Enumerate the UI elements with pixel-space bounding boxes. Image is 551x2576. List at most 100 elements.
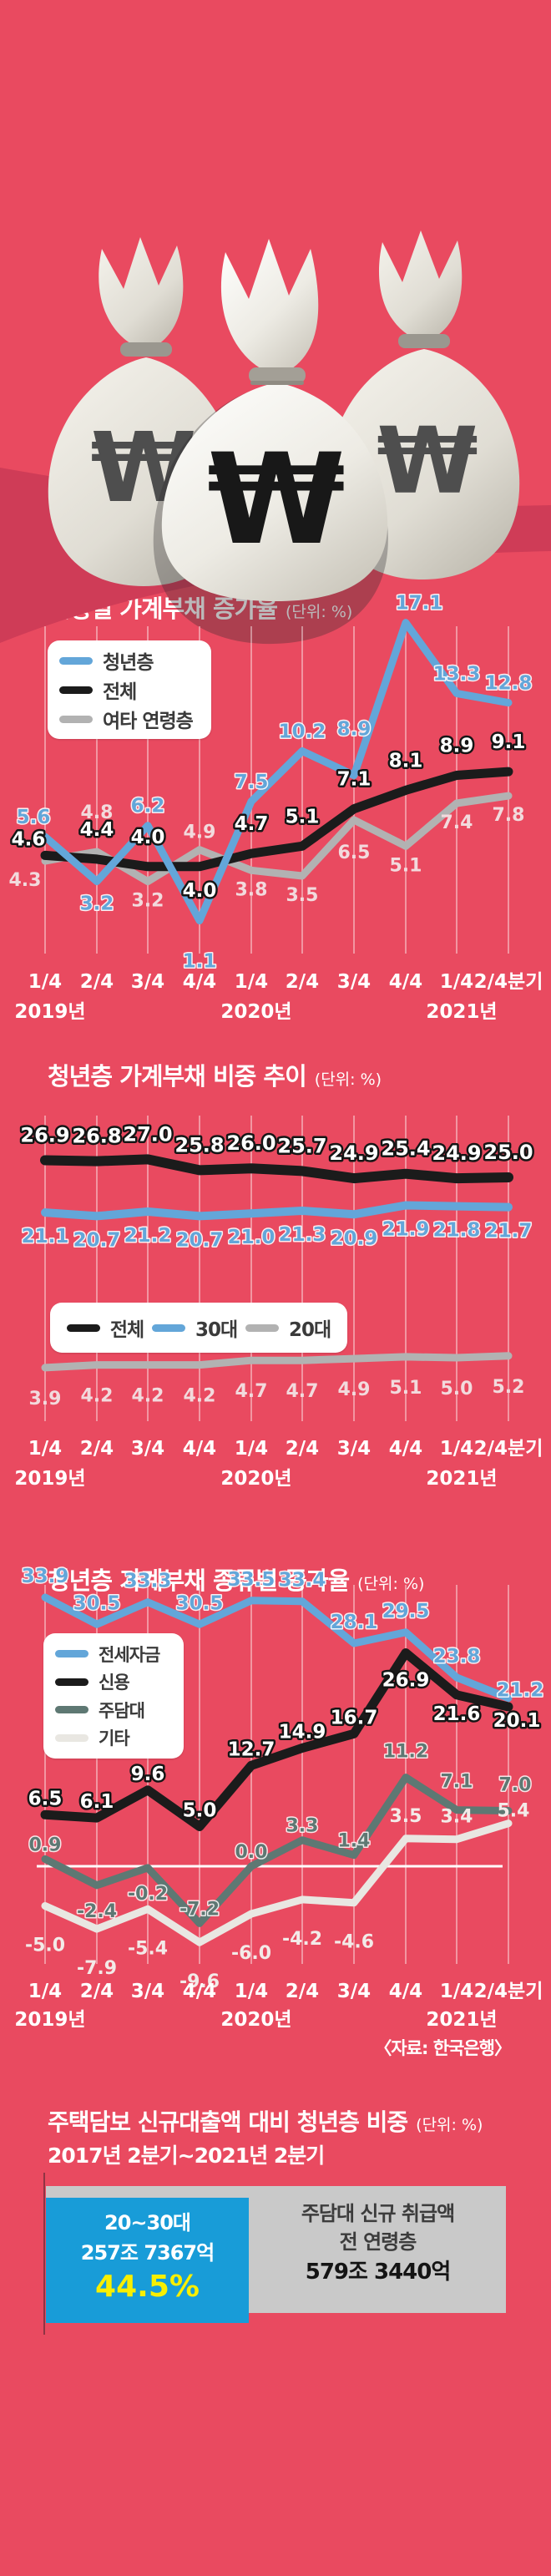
data-label: 12.7: [228, 1738, 276, 1760]
data-label: 4.7: [286, 1381, 319, 1402]
data-label: 5.1: [390, 855, 422, 876]
series-dash-icon: [55, 1678, 88, 1686]
x-tick-label: 4/4: [183, 971, 216, 993]
data-label: 24.9: [432, 1141, 481, 1165]
series-line-3: [41, 1352, 513, 1372]
data-label: 4.6: [12, 828, 46, 850]
data-label: 21.7: [485, 1221, 533, 1242]
x-tick-label: 3/4: [337, 1981, 371, 2002]
data-label: 5.4: [498, 1801, 530, 1822]
data-label: 28.1: [331, 1612, 378, 1633]
chart2-legend: 전체 30대 20대: [50, 1303, 347, 1353]
x-tick-label: 2/4: [80, 1981, 114, 2002]
year-label: 2020년: [220, 1468, 291, 1490]
series-dash-icon: [245, 1323, 279, 1332]
legend-item: 전체: [66, 1313, 144, 1342]
data-label: 6.5: [338, 843, 371, 863]
legend-item: 20대: [245, 1313, 331, 1342]
chart2-title: 청년층 가계부채 비중 추이 (단위: %): [48, 1057, 382, 1092]
data-label: 24.9: [329, 1141, 378, 1165]
series-dash-icon: [151, 1323, 185, 1332]
data-label: 20.7: [176, 1229, 224, 1251]
data-label: 3.8: [235, 879, 268, 900]
x-tick-label: 4/4: [389, 1981, 422, 2002]
bar-section-unit-label: (단위: %): [416, 2116, 483, 2134]
money-bags-illustration: ₩ ₩ ₩: [0, 230, 551, 645]
x-tick-label: 3/4: [337, 1438, 371, 1460]
series-line-3: [41, 1774, 513, 1927]
series-dash-icon: [59, 686, 93, 694]
chart2-unit-label: (단위: %): [314, 1070, 382, 1089]
series-line-1: [40, 1154, 513, 1184]
data-label: 7.1: [337, 769, 372, 791]
x-tick-label: 2/4: [80, 1438, 114, 1460]
chart1-unit-label: (단위: %): [286, 603, 352, 621]
data-label: 6.5: [28, 1788, 63, 1809]
year-label: 2021년: [426, 2009, 497, 2031]
year-label: 2021년: [426, 1001, 497, 1023]
data-label: -7.9: [77, 1958, 117, 1979]
data-label: 4.2: [132, 1386, 164, 1407]
total-bar-label-1: 주담대 신규 취급액: [301, 2202, 455, 2225]
bar-section-subtitle: 2017년 2분기~2021년 2분기: [48, 2143, 325, 2168]
x-tick-label: 1/4: [440, 1981, 473, 2002]
data-label: 9.6: [131, 1764, 165, 1785]
x-tick-label: 3/4: [337, 971, 371, 993]
data-label: 12.8: [485, 673, 533, 695]
data-label: -2.4: [77, 1901, 117, 1922]
total-bar-label-2: 전 연령층: [339, 2230, 417, 2254]
bar-section-title: 주택담보 신규대출액 대비 청년층 비중 (단위: %): [48, 2104, 483, 2138]
bar-section-title-text: 주택담보 신규대출액 대비 청년층 비중: [48, 2108, 408, 2136]
x-tick-label: 4/4: [389, 971, 422, 993]
legend-item: 전세자금: [55, 1642, 172, 1667]
data-label: 21.1: [22, 1226, 69, 1248]
data-label: 3.5: [286, 885, 319, 906]
data-label: 4.3: [9, 870, 42, 891]
x-tick-label: 3/4: [131, 1438, 164, 1460]
money-bag-center: ₩: [153, 239, 388, 645]
data-label: 4.9: [338, 1379, 371, 1400]
data-label: 21.6: [433, 1703, 481, 1725]
legend-label: 기타: [99, 1728, 130, 1749]
data-label: 23.8: [433, 1646, 481, 1668]
data-label: 3.9: [29, 1389, 62, 1409]
chart3-legend: 전세자금 신용 주담대 기타: [43, 1633, 184, 1759]
youth-bar-label: 20~30대: [104, 2211, 191, 2234]
data-label: 6.2: [131, 796, 165, 817]
series-dash-icon: [59, 656, 93, 665]
legend-item: 신용: [55, 1669, 172, 1694]
chart3-title-text: 청년층 가계부채 종류별 증가율: [48, 1566, 350, 1595]
data-label: 6.1: [80, 1791, 114, 1813]
x-tick-label: 2/4분기: [474, 1981, 543, 2002]
series-dash-icon: [55, 1733, 88, 1742]
data-label: -4.6: [334, 1932, 374, 1953]
data-label: 26.0: [226, 1131, 276, 1155]
data-label: -9.6: [179, 1971, 220, 1992]
data-label: 21.8: [433, 1220, 481, 1242]
data-label: -6.0: [231, 1943, 271, 1964]
legend-label: 30대: [195, 1319, 238, 1341]
data-label: 25.4: [381, 1137, 430, 1161]
data-label: 13.3: [433, 663, 481, 685]
data-label: 25.0: [483, 1141, 533, 1164]
data-label: 8.9: [337, 719, 372, 741]
x-tick-label: 1/4: [28, 1438, 62, 1460]
data-label: -5.4: [128, 1938, 168, 1959]
series-line-4: [41, 1819, 513, 1946]
chart3-title: 청년층 가계부채 종류별 증가율 (단위: %): [48, 1561, 424, 1597]
year-label: 2020년: [220, 2009, 291, 2031]
data-label: 14.9: [279, 1721, 326, 1743]
data-label: 4.7: [235, 813, 269, 835]
data-label: 4.9: [184, 822, 216, 843]
data-label: 25.7: [277, 1134, 326, 1157]
year-label: 2019년: [14, 2009, 85, 2031]
source-note: 〈자료: 한국은행〉: [374, 2038, 512, 2058]
legend-label: 20대: [288, 1319, 331, 1341]
data-label: 5.0: [183, 1800, 217, 1822]
data-label: 1.1: [183, 951, 217, 973]
data-label: 25.8: [174, 1133, 224, 1156]
data-label: 0.9: [29, 1835, 62, 1855]
data-label: 20.1: [493, 1710, 541, 1732]
series-line-2: [40, 767, 513, 872]
series-dash-icon: [59, 715, 93, 723]
